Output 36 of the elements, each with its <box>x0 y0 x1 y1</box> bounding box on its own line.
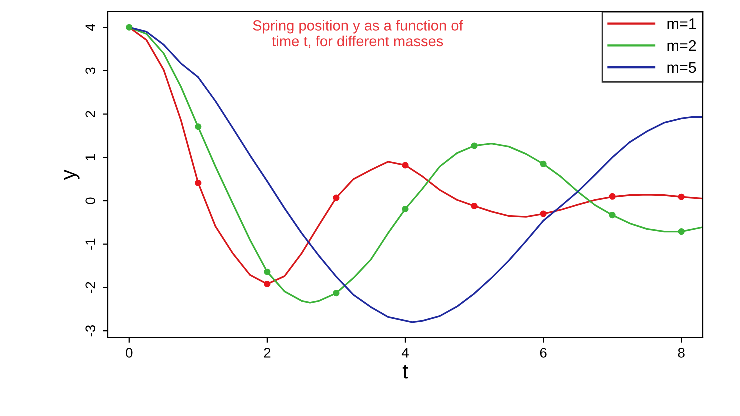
point <box>402 206 409 213</box>
x-tick-label: 8 <box>678 348 685 358</box>
y-tick-label: 1 <box>86 154 96 160</box>
y-tick-label: -3 <box>86 326 96 337</box>
y-tick-label: 4 <box>86 24 96 32</box>
point <box>678 228 685 236</box>
point <box>609 212 616 219</box>
point <box>540 160 547 168</box>
x-tick-label: 0 <box>126 348 133 358</box>
point <box>333 290 340 297</box>
y-tick-label: -1 <box>86 238 96 250</box>
legend-label: m=2 <box>668 40 696 52</box>
point <box>471 202 478 210</box>
point <box>402 162 409 169</box>
point <box>609 193 616 200</box>
y-tick-label: 3 <box>86 68 96 74</box>
point <box>678 194 685 200</box>
y-tick-label: 0 <box>86 198 96 204</box>
y-tick-label: -2 <box>86 282 96 294</box>
point <box>195 180 202 186</box>
x-axis-title: t <box>402 365 408 379</box>
point <box>195 124 202 130</box>
point <box>264 280 271 288</box>
point <box>540 210 547 218</box>
point <box>126 24 133 31</box>
point <box>471 142 478 150</box>
point <box>264 268 271 276</box>
x-tick-label: 4 <box>402 348 409 358</box>
x-tick-label: 6 <box>540 348 547 358</box>
legend-label: m=1 <box>668 18 696 30</box>
legend-label: m=5 <box>668 62 696 74</box>
x-tick-label: 2 <box>264 348 271 358</box>
y-tick-label: 2 <box>86 111 96 118</box>
y-axis-title: y <box>64 170 80 180</box>
text: Spring position y as a function of time t, for different masses <box>253 20 464 48</box>
point <box>333 194 340 202</box>
